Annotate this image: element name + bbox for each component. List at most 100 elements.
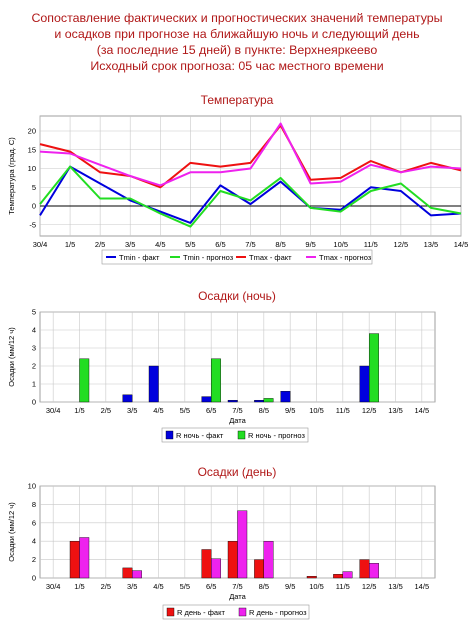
x-tick-label: 14/5 <box>454 240 469 249</box>
legend-label-1: R день - факт <box>177 608 225 617</box>
y-tick-label: 0 <box>32 202 36 211</box>
x-tick-label: 8/5 <box>259 582 269 591</box>
x-tick-label: 2/5 <box>101 406 111 415</box>
legend-label-2: Tmin - прогноз <box>183 253 234 262</box>
bar-2 <box>210 358 221 403</box>
header-line-1: Сопоставление фактических и прогностичес… <box>31 11 443 25</box>
header-line-2: и осадков при прогнозе на ближайшую ночь… <box>54 27 420 41</box>
x-tick-label: 2/5 <box>101 582 111 591</box>
x-tick-label: 1/5 <box>74 582 84 591</box>
legend: Tmin - факт Tmin - прогноз Tmax - факт Tmax… <box>101 249 373 265</box>
legend-label-2: R день - прогноз <box>249 608 307 617</box>
legend: R ночь - факт R ночь - прогноз <box>161 427 309 443</box>
x-tick-label: 9/5 <box>285 406 295 415</box>
y-tick-label: -5 <box>29 220 36 229</box>
legend-label-3: Tmax - факт <box>249 253 292 262</box>
x-tick-label: 1/5 <box>74 406 84 415</box>
y-tick-label: 4 <box>32 326 36 335</box>
x-tick-label: 7/5 <box>232 406 242 415</box>
bar-1 <box>254 399 265 403</box>
legend-label-1: R ночь - факт <box>176 431 224 440</box>
legend-label-1: Tmin - факт <box>119 253 160 262</box>
temperature-chart: Температура -5 0 5 10 15 20 30/4 1/5 2/5 3/5 4/5 5/5… <box>7 93 469 265</box>
header-line-3: (за последние 15 дней) в пункте: Верхнея… <box>96 43 378 57</box>
legend: R день - факт R день - прогноз <box>162 604 310 620</box>
bar-1 <box>227 399 238 403</box>
legend-label-4: Tmax - прогноз <box>319 253 372 262</box>
y-tick-label: 2 <box>32 555 36 564</box>
chart-title: Осадки (день) <box>198 465 277 479</box>
x-tick-label: 14/5 <box>415 406 430 415</box>
y-tick-label: 8 <box>32 500 36 509</box>
y-tick-label: 0 <box>32 574 36 583</box>
night-precip-chart: Осадки (ночь) 0 1 2 3 4 5 30/4 1/5 2/5 3/5 4/5 5/5 6/… <box>7 289 436 443</box>
chart-title: Осадки (ночь) <box>198 289 276 303</box>
x-tick-label: 4/5 <box>153 582 163 591</box>
bar-2 <box>369 563 379 579</box>
x-tick-label: 10/5 <box>309 406 324 415</box>
x-tick-label: 3/5 <box>127 406 137 415</box>
x-tick-label: 6/5 <box>206 582 216 591</box>
x-tick-label: 30/4 <box>46 406 61 415</box>
x-tick-label: 8/5 <box>259 406 269 415</box>
y-tick-label: 5 <box>32 183 36 192</box>
bar-1 <box>333 574 344 579</box>
x-tick-label: 13/5 <box>388 406 403 415</box>
x-tick-label: 13/5 <box>388 582 403 591</box>
y-tick-label: 6 <box>32 518 36 527</box>
header-line-4: Исходный срок прогноза: 05 час местного … <box>90 59 384 73</box>
y-tick-label: 2 <box>32 362 36 371</box>
x-tick-label: 11/5 <box>336 582 350 591</box>
x-tick-label: 7/5 <box>245 240 255 249</box>
y-tick-label: 15 <box>28 145 36 154</box>
y-tick-label: 1 <box>32 380 36 389</box>
x-tick-label: 5/5 <box>180 406 190 415</box>
chart-title: Температура <box>201 93 274 107</box>
x-tick-label: 10/5 <box>309 582 324 591</box>
y-axis-label: Температура (град. С) <box>7 137 16 215</box>
y-tick-label: 20 <box>28 127 36 136</box>
bar-1 <box>201 396 212 403</box>
legend-box <box>162 604 310 620</box>
legend-swatch-2 <box>237 430 246 440</box>
x-tick-label: 9/5 <box>285 582 295 591</box>
x-tick-label: 3/5 <box>125 240 135 249</box>
x-tick-label: 5/5 <box>180 582 190 591</box>
x-tick-label: 30/4 <box>33 240 48 249</box>
y-axis-label: Осадки (мм/12 ч) <box>7 502 16 562</box>
x-tick-label: 3/5 <box>127 582 137 591</box>
legend-box <box>161 427 309 443</box>
x-tick-label: 8/5 <box>275 240 285 249</box>
x-axis-label: Дата <box>229 416 246 425</box>
bar-2 <box>342 571 353 579</box>
bar-1 <box>122 394 133 403</box>
x-tick-label: 9/5 <box>305 240 315 249</box>
x-tick-label: 1/5 <box>65 240 75 249</box>
x-tick-label: 6/5 <box>206 406 216 415</box>
legend-swatch-2 <box>238 607 247 617</box>
y-tick-label: 10 <box>28 482 36 491</box>
bar-2 <box>131 570 142 579</box>
day-precip-chart: Осадки (день) 0 2 4 6 8 10 30/4 1/5 2/5 3/5 4/5 5/5 6… <box>7 465 436 620</box>
y-axis-label: Осадки (мм/12 ч) <box>7 327 16 387</box>
bar-1 <box>359 365 370 403</box>
x-tick-label: 12/5 <box>362 406 377 415</box>
x-tick-label: 30/4 <box>46 582 61 591</box>
x-tick-label: 14/5 <box>415 582 430 591</box>
x-axis-label: Дата <box>229 592 246 601</box>
x-tick-label: 4/5 <box>155 240 165 249</box>
bar-1 <box>254 559 265 579</box>
legend-swatch-1 <box>165 430 174 440</box>
y-tick-label: 4 <box>32 537 36 546</box>
x-tick-label: 7/5 <box>232 582 242 591</box>
series-line-3 <box>39 124 462 189</box>
x-tick-label: 13/5 <box>424 240 439 249</box>
bar-2 <box>369 333 379 403</box>
x-tick-label: 4/5 <box>153 406 163 415</box>
bar-1 <box>306 575 317 579</box>
bar-2 <box>79 537 90 579</box>
series-line-4 <box>39 122 462 187</box>
y-tick-label: 5 <box>32 308 36 317</box>
bar-1 <box>201 549 212 579</box>
bar-1 <box>122 567 133 579</box>
